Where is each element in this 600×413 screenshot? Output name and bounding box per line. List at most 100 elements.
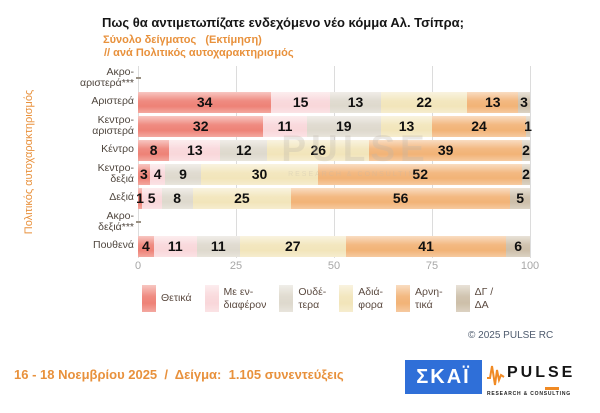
segment-value: 13 [484, 94, 501, 110]
segment-value: 34 [196, 94, 213, 110]
segment-value: 5 [516, 190, 525, 206]
bar-segment: 4 [138, 235, 154, 257]
bar-segment: 34 [138, 91, 272, 113]
pulse-logo-orange-bar [545, 387, 559, 390]
bar-segment: 11 [263, 115, 307, 137]
bar-segment: 22 [381, 91, 468, 113]
segment-value: 19 [335, 118, 352, 134]
bar-segment: 2 [522, 163, 530, 185]
bar-segment: 4 [149, 163, 166, 185]
footer-date-sample: 16 - 18 Νοεμβρίου 2025 / Δείγμα: 1.105 σ… [14, 367, 344, 382]
gridline [235, 66, 237, 258]
bar-row: 1 5 8 25 56 5 [136, 186, 530, 210]
bar-segment: 5 [510, 187, 530, 209]
bar-segment: 41 [345, 235, 507, 257]
legend-label: Ουδέ- τερα [298, 286, 327, 311]
bar-row [136, 66, 530, 90]
segment-value: 8 [173, 190, 182, 206]
segment-value: 30 [251, 166, 268, 182]
bar-segment: 1 [136, 187, 144, 209]
x-tick-label: 0 [134, 260, 142, 272]
chart-title: Πως θα αντιμετωπίζατε ενδεχόμενο νέο κόμ… [102, 15, 464, 30]
plot-area: 34 15 13 22 13 3 32 11 19 13 24 1 8 13 12 26 39 2 3 4 9 30 52 2… [136, 66, 532, 258]
bar-segment: 13 [467, 91, 519, 113]
pulse-logo: PULSE RESEARCH & CONSULTING [487, 358, 587, 397]
x-axis: 0 25 50 75 100 [134, 260, 539, 274]
segment-value: 3 [139, 166, 148, 182]
segment-value: 8 [149, 142, 158, 158]
bar-row: 3 4 9 30 52 2 [138, 162, 530, 186]
bar-segment: 39 [369, 139, 523, 161]
legend-swatch [204, 285, 219, 312]
segment-value: 5 [147, 190, 156, 206]
bar-segment: 8 [161, 187, 193, 209]
gridlines [137, 66, 531, 258]
bar-segment: 13 [381, 115, 432, 137]
bar-row [136, 210, 530, 234]
copyright-text: © 2025 PULSE RC [468, 330, 554, 341]
legend-swatch [142, 285, 156, 312]
bar-segment: 6 [506, 235, 530, 257]
legend-swatch [396, 285, 411, 312]
legend-item: Αρνη- τικά [396, 285, 443, 312]
segment-value: 13 [187, 142, 203, 158]
bar-row: 8 13 12 26 39 2 [138, 138, 530, 162]
bar-segment: 13 [330, 91, 382, 113]
bar-segment: 56 [290, 187, 511, 209]
skai-logo: ΣΚΑΪ [405, 360, 482, 394]
legend-label: Αδιά- φορα [358, 286, 384, 311]
y-label: Πουθενά [92, 239, 134, 252]
bar-row: 34 15 13 22 13 3 [138, 90, 530, 114]
y-label: Ακρο- αριστερά*** [80, 65, 134, 89]
bar-segment: 2 [522, 139, 530, 161]
bar-segment: 11 [153, 235, 197, 257]
y-label: Ακρο- δεξιά*** [98, 209, 134, 233]
segment-value: 11 [277, 118, 293, 134]
bar-segment: 19 [306, 115, 382, 137]
bar-segment: 26 [267, 139, 370, 161]
y-labels: Ακρο- αριστερά*** Αριστερά Κεντρο- αριστερ… [38, 66, 134, 258]
legend-label: Αρνη- τικά [415, 286, 443, 311]
segment-value: 24 [471, 118, 487, 134]
bar-segment: 27 [239, 235, 346, 257]
x-tick-label: 50 [327, 260, 341, 272]
gridline [431, 66, 433, 258]
bar-segment: 12 [220, 139, 268, 161]
gridline [137, 66, 139, 258]
gridline [529, 66, 531, 258]
segment-value: 27 [285, 238, 301, 254]
y-label: Δεξιά [109, 191, 134, 204]
bar-segment: 11 [196, 235, 240, 257]
bar-row: 32 11 19 13 24 1 [138, 114, 532, 138]
segment-value: 2 [522, 142, 530, 158]
segment-value: 22 [416, 94, 432, 110]
bar-segment: 32 [138, 115, 264, 137]
x-tick-label: 25 [229, 260, 243, 272]
segment-value: 41 [418, 238, 434, 254]
gridline [333, 66, 335, 258]
segment-value: 52 [412, 166, 428, 182]
y-label: Κεντρο- αριστερά [92, 113, 134, 137]
segment-value: 6 [514, 238, 523, 254]
bar-segment: 5 [141, 187, 162, 209]
segment-value: 11 [210, 238, 226, 254]
segment-value: 9 [179, 166, 187, 182]
segment-value: 3 [520, 94, 528, 110]
x-tick-label: 100 [520, 260, 540, 272]
bar-segment: 13 [169, 139, 221, 161]
chart-subtitle-breakdown: // ανά Πολιτικός αυτοχαρακτηρισμός [104, 47, 294, 59]
segment-value: 2 [522, 166, 530, 182]
y-axis-title: Πολιτικός αυτοχαρακτηρισμός [23, 89, 35, 235]
bar-segment: 1 [524, 115, 532, 137]
segment-value: 11 [167, 238, 183, 254]
segment-value: 25 [234, 190, 250, 206]
legend-label: Θετικά [161, 292, 192, 305]
legend-item: Αδιά- φορα [339, 285, 383, 312]
legend-item: Θετικά [142, 285, 192, 312]
pulse-waveform-icon [487, 365, 505, 386]
bar-row: 4 11 11 27 41 6 [138, 234, 530, 258]
bar-segment: 25 [192, 187, 291, 209]
segment-value: 32 [192, 118, 209, 134]
y-label: Κέντρο [101, 143, 134, 156]
